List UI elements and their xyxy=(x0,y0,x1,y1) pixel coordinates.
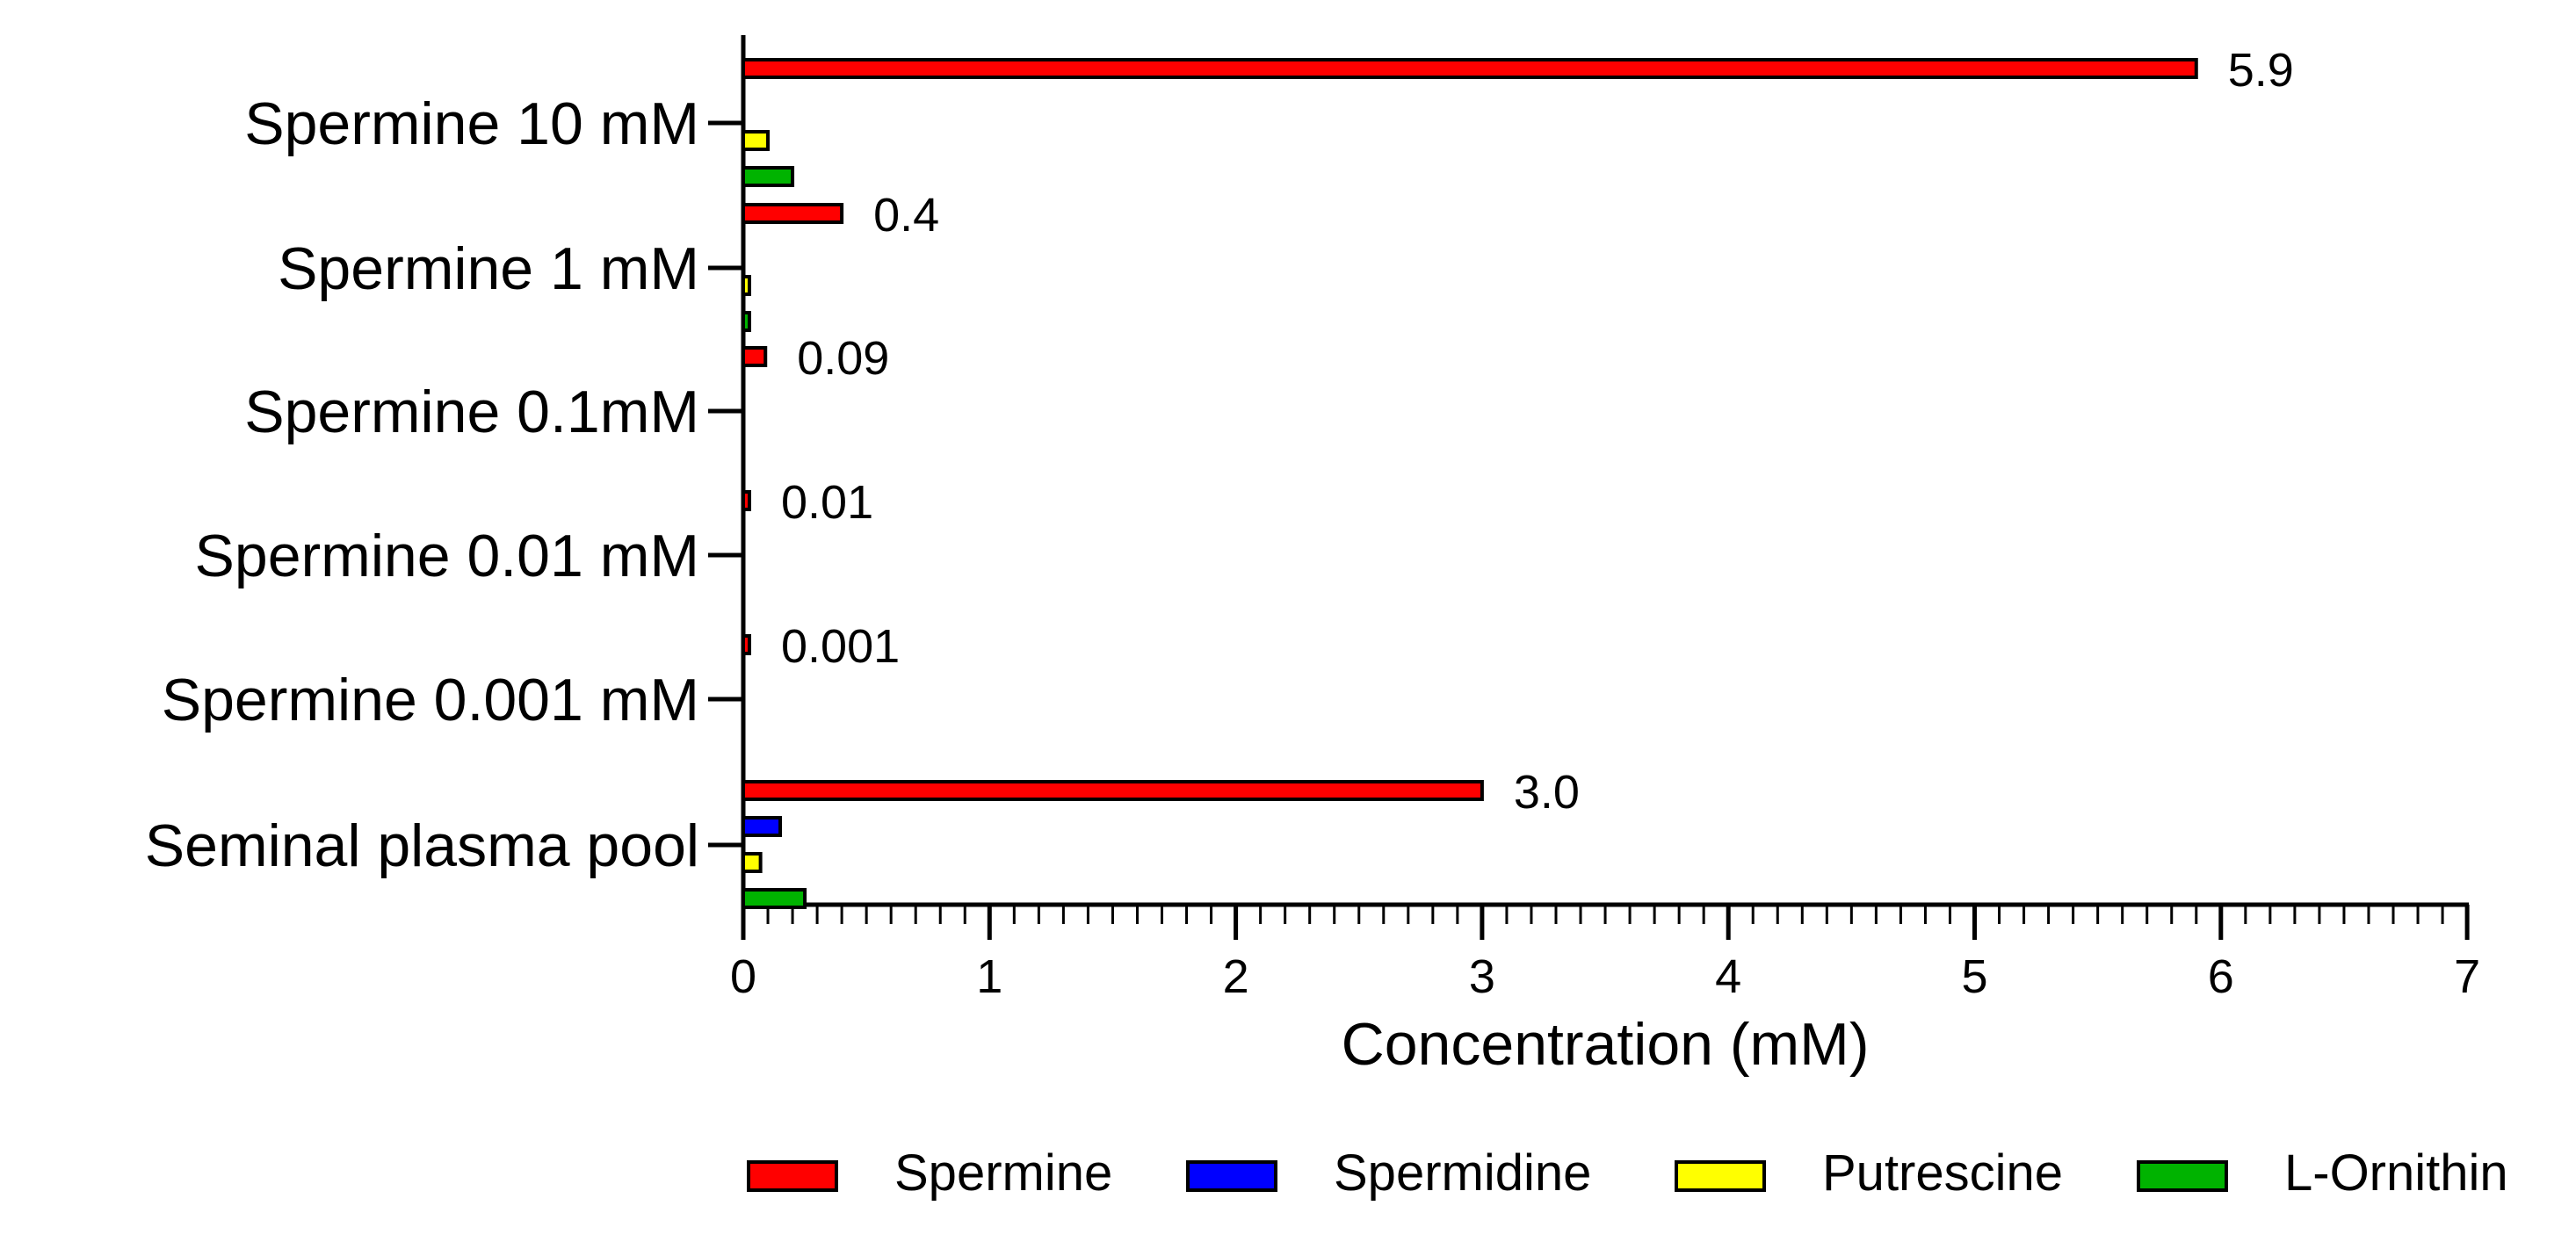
bar-spermine xyxy=(742,203,844,224)
data-label: 0.4 xyxy=(873,189,939,242)
bar-putrescine xyxy=(742,130,771,151)
axes xyxy=(708,35,2470,940)
bar-spermine xyxy=(742,346,768,367)
bar-putrescine xyxy=(742,852,763,873)
legend-swatch-spermidine xyxy=(1186,1160,1277,1192)
data-label: 0.001 xyxy=(781,620,900,673)
x-axis-title: Concentration (mM) xyxy=(1342,1011,1870,1078)
x-tick-label: 6 xyxy=(2208,950,2234,1003)
bar-spermine xyxy=(742,780,1484,801)
data-label: 5.9 xyxy=(2228,44,2294,97)
x-tick-label: 3 xyxy=(1469,950,1495,1003)
data-label: 0.09 xyxy=(797,332,889,385)
bar-spermidine xyxy=(742,816,783,837)
y-category-label: Spermine 10 mM xyxy=(244,90,699,157)
x-tick-label: 0 xyxy=(730,950,756,1003)
x-tick-label: 2 xyxy=(1223,950,1249,1003)
bar-l-ornithin xyxy=(742,166,795,187)
legend-swatch-spermine xyxy=(747,1160,838,1192)
data-label: 0.01 xyxy=(781,476,873,529)
legend-label: L-Ornithin xyxy=(2284,1144,2508,1202)
x-tick-label: 1 xyxy=(976,950,1002,1003)
y-category-label: Seminal plasma pool xyxy=(145,812,699,879)
bar-spermine xyxy=(742,58,2198,79)
x-tick-label: 5 xyxy=(1961,950,1987,1003)
bar-spermine xyxy=(742,634,751,655)
y-category-label: Spermine 0.001 mM xyxy=(162,667,699,733)
bars xyxy=(742,58,2198,909)
x-tick-label: 4 xyxy=(1715,950,1741,1003)
x-tick-label: 7 xyxy=(2454,950,2480,1003)
y-category-label: Spermine 0.01 mM xyxy=(195,523,699,589)
bar-l-ornithin xyxy=(742,888,807,909)
legend: Spermine Spermidine Putrescine L-Ornithin xyxy=(747,1144,2508,1202)
legend-swatch-l-ornithin xyxy=(2137,1160,2228,1192)
data-label: 3.0 xyxy=(1514,766,1580,819)
bar-l-ornithin xyxy=(742,311,751,332)
legend-label: Putrescine xyxy=(1822,1144,2063,1202)
bar-spermine xyxy=(742,490,751,511)
legend-label: Spermidine xyxy=(1334,1144,1591,1202)
legend-label: Spermine xyxy=(894,1144,1112,1202)
y-category-label: Spermine 1 mM xyxy=(278,235,699,302)
y-category-label: Spermine 0.1mM xyxy=(244,379,699,445)
labels: 0 1 2 3 4 5 6 7 Spermine 10 mM Spermine 1 mM Sperm… xyxy=(145,44,2480,1003)
bar-putrescine xyxy=(742,275,751,296)
legend-swatch-putrescine xyxy=(1675,1160,1766,1192)
